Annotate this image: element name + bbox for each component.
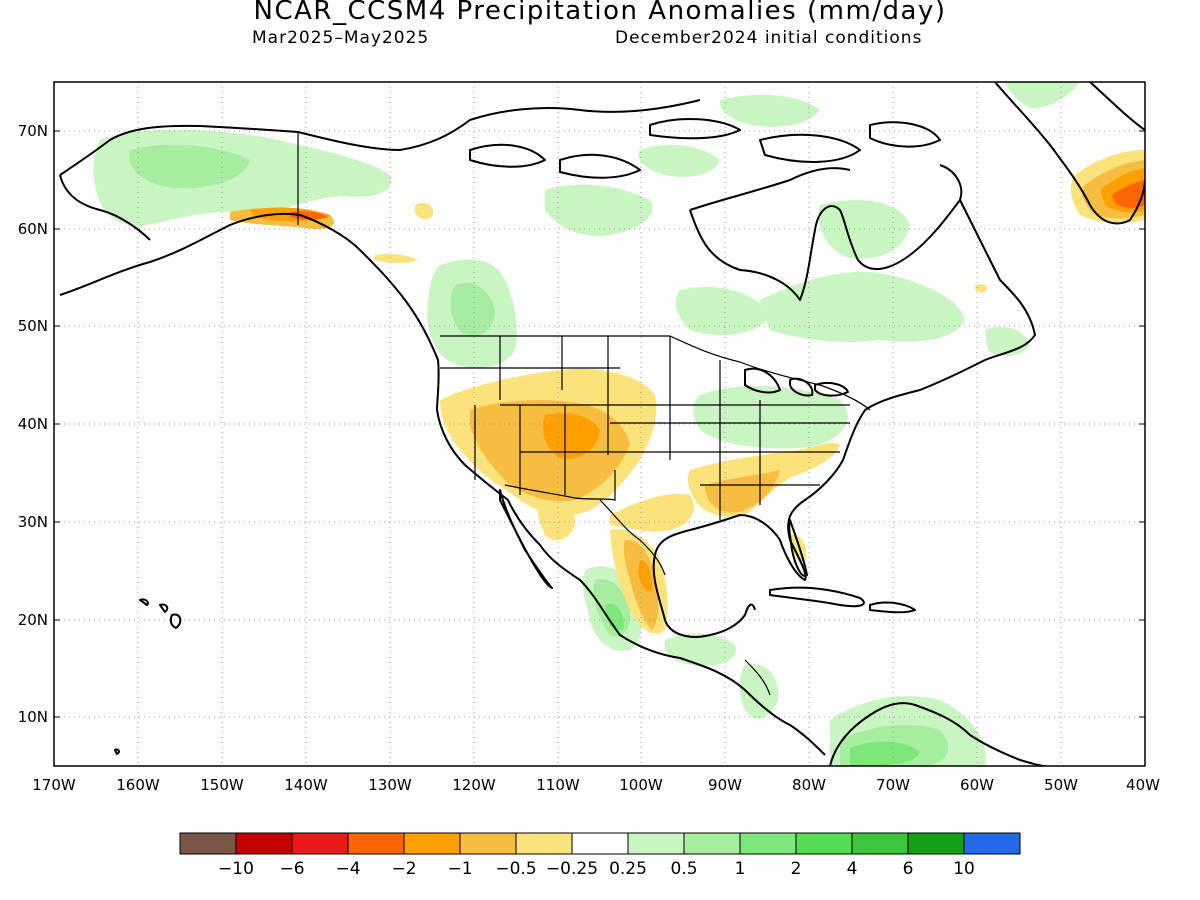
- colorbar-tick-label: 4: [847, 859, 858, 879]
- lon-label: 50W: [1044, 776, 1078, 794]
- lat-label: 20N: [18, 611, 48, 629]
- colorbar-swatch: [739, 832, 797, 855]
- colorbar-tick-label: 1: [735, 859, 746, 879]
- colorbar-swatch: [851, 832, 909, 855]
- political-borders: [297, 132, 871, 696]
- lon-label: 120W: [452, 776, 496, 794]
- lon-label: 100W: [619, 776, 663, 794]
- colorbar-swatch: [627, 832, 685, 855]
- graticule: [54, 82, 1145, 766]
- colorbar-swatch: [179, 832, 237, 855]
- dry-anomaly-vstrong: [290, 180, 1145, 220]
- colorbar-tick-label: 2: [791, 859, 802, 879]
- colorbar-swatch: [683, 832, 741, 855]
- latitude-labels: 10N 20N 30N 40N 50N 60N 70N: [18, 122, 48, 726]
- colorbar-tick-label: −0.25: [546, 859, 598, 879]
- colorbar-swatch: [459, 832, 517, 855]
- lat-label: 50N: [18, 317, 48, 335]
- colorbar-labels: −10 −6 −4 −2 −1 −0.5 −0.25 0.25 0.5 1 2 4 6 10: [218, 859, 975, 879]
- colorbar-tick-label: −2: [391, 859, 416, 879]
- colorbar-tick-label: 6: [903, 859, 914, 879]
- colorbar-swatch: [907, 832, 965, 855]
- forecast-period: Mar2025–May2025: [252, 28, 430, 48]
- colorbar-tick-label: −10: [218, 859, 254, 879]
- colorbar-tick-label: −1: [447, 859, 472, 879]
- lon-label: 130W: [368, 776, 412, 794]
- wet-anomaly-strong: [605, 603, 920, 766]
- lat-label: 40N: [18, 415, 48, 433]
- lat-label: 60N: [18, 220, 48, 238]
- colorbar-swatch: [235, 832, 293, 855]
- lat-label: 70N: [18, 122, 48, 140]
- axis-ticks: [54, 130, 1145, 718]
- colorbar-tick-label: 0.25: [609, 859, 647, 879]
- colorbar-swatch: [403, 832, 461, 855]
- lon-label: 80W: [792, 776, 826, 794]
- colorbar-swatch: [291, 832, 349, 855]
- colorbar-swatch: [515, 832, 573, 855]
- longitude-labels: 170W 160W 150W 140W 130W 120W 110W 100W …: [32, 776, 1160, 794]
- colorbar-swatch: [963, 832, 1021, 855]
- colorbar-tick-label: −0.5: [495, 859, 536, 879]
- colorbar-tick-label: −6: [279, 859, 304, 879]
- colorbar: [179, 832, 1021, 855]
- lon-label: 70W: [876, 776, 910, 794]
- lat-label: 30N: [18, 513, 48, 531]
- lon-label: 140W: [284, 776, 328, 794]
- initial-conditions: December2024 initial conditions: [615, 28, 923, 48]
- lon-label: 160W: [116, 776, 160, 794]
- lat-label: 10N: [18, 708, 48, 726]
- lon-label: 150W: [200, 776, 244, 794]
- dry-anomaly-cores: [230, 160, 1145, 630]
- lon-label: 60W: [960, 776, 994, 794]
- coastlines: [59, 82, 1145, 766]
- colorbar-tick-label: −4: [335, 859, 360, 879]
- colorbar-swatch: [571, 832, 629, 855]
- colorbar-tick-label: 10: [953, 859, 975, 879]
- lon-label: 40W: [1126, 776, 1160, 794]
- lon-label: 90W: [708, 776, 742, 794]
- colorbar-swatch: [795, 832, 853, 855]
- lon-label: 170W: [32, 776, 76, 794]
- colorbar-tick-label: 0.5: [670, 859, 697, 879]
- colorbar-swatch: [347, 832, 405, 855]
- map-title: NCAR_CCSM4 Precipitation Anomalies (mm/d…: [253, 0, 947, 26]
- lon-label: 110W: [536, 776, 580, 794]
